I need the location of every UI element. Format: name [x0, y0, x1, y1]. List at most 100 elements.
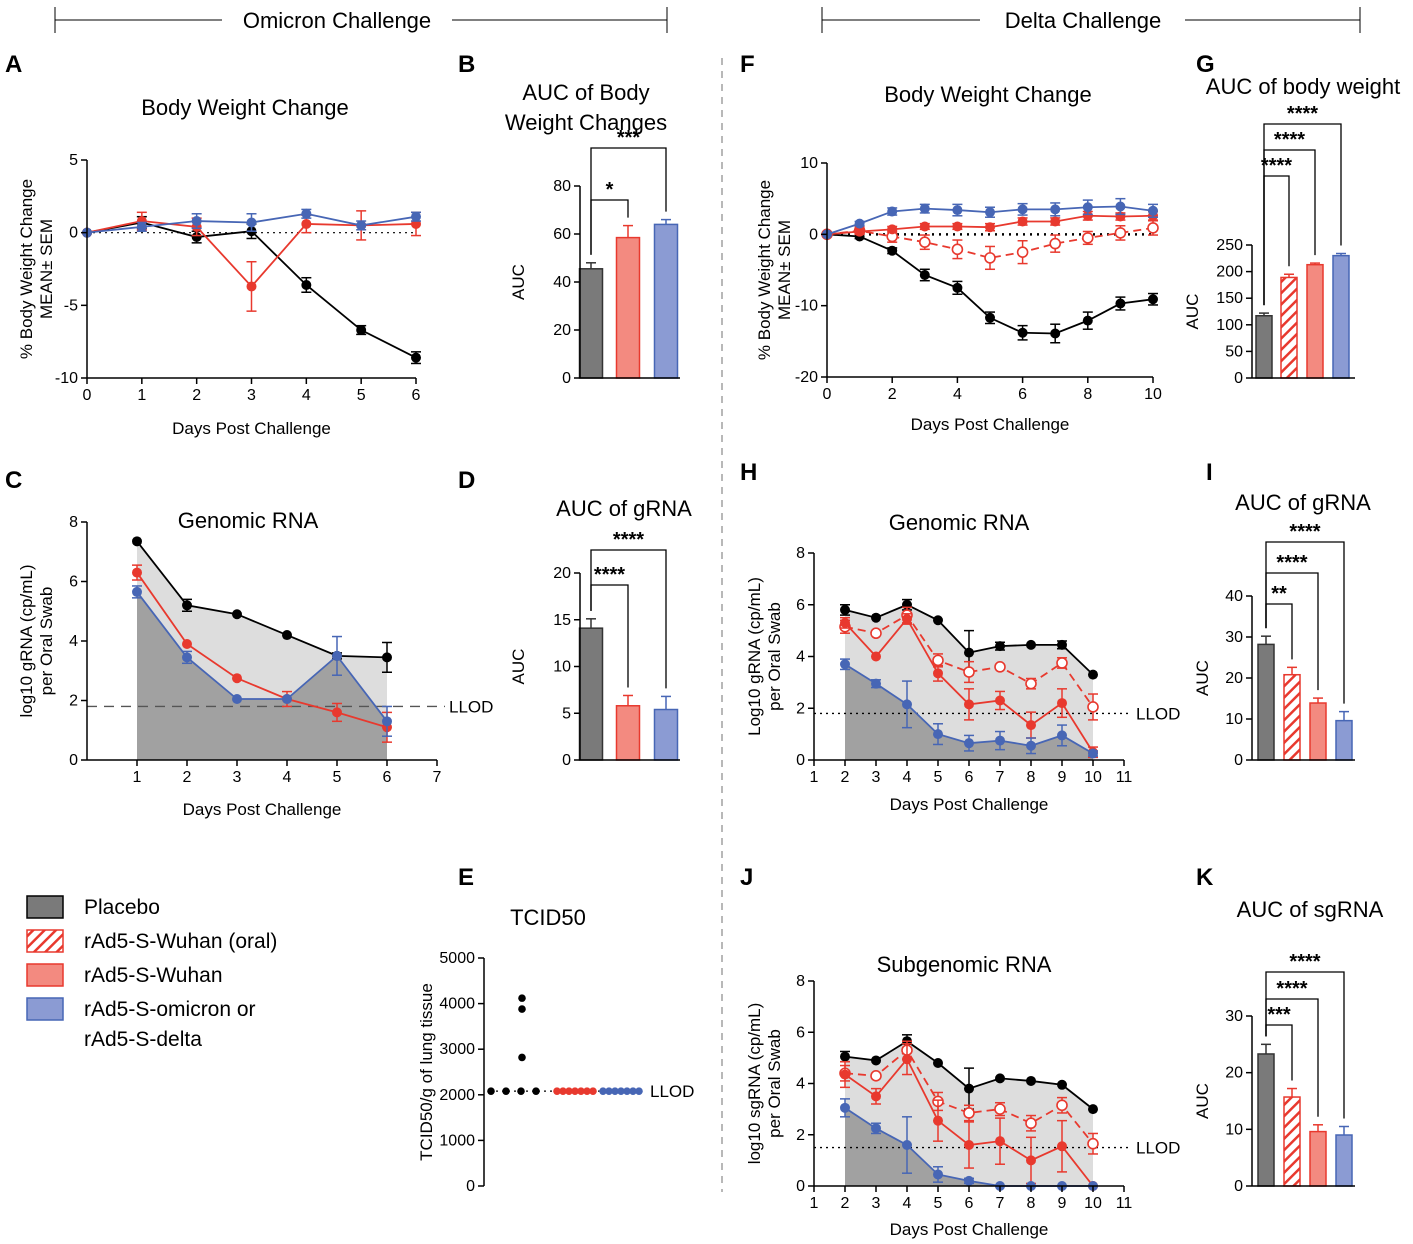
point-placebo — [356, 325, 367, 336]
series-line-wuhan — [136, 572, 388, 729]
point-oral — [1025, 1117, 1037, 1130]
chart-C: Genomic RNA LLOD 0 2 4 6 8 log10 gRNA (cp/mL) pe… — [17, 508, 493, 819]
point-wuhan — [1057, 698, 1067, 709]
point-oral — [932, 654, 944, 667]
y-tick-label: 8 — [69, 514, 78, 531]
y-axis-title: % Body Weight Change — [755, 180, 774, 360]
legend-swatch-wuhan — [26, 963, 64, 987]
point-variant — [1115, 201, 1126, 212]
y-tick-label: 2 — [796, 1127, 805, 1144]
x-tick-label: 1 — [810, 769, 819, 786]
point-variant — [282, 694, 292, 705]
x-tick-label: 2 — [888, 386, 897, 403]
point-wuhan — [1057, 1141, 1067, 1152]
point-variant — [933, 1169, 943, 1180]
point-wuhan — [232, 673, 242, 684]
y-tick-label: 0 — [69, 225, 78, 242]
point-placebo — [1057, 639, 1067, 650]
series-line-placebo — [136, 540, 388, 659]
point-oral — [963, 1107, 975, 1119]
point-placebo — [132, 536, 142, 547]
point-wuhan — [1082, 210, 1093, 221]
bar-oral — [1280, 276, 1298, 379]
point-wuhan — [332, 707, 342, 718]
bar-oral — [1283, 673, 1301, 761]
point-variant — [136, 221, 147, 232]
chart-G: AUC of body weight 0 50 100 150 200 250 AUC ****… — [1183, 74, 1400, 387]
significance-label: *** — [617, 127, 641, 149]
y-tick-label: 40 — [1225, 588, 1243, 605]
point-oral — [1082, 232, 1094, 244]
significance-label: **** — [594, 564, 625, 586]
chart-title: Body Weight Change — [884, 82, 1092, 107]
point-wuhan — [887, 224, 898, 235]
y-tick-label: 20 — [553, 322, 571, 339]
series-line-oral — [826, 227, 1154, 259]
bar-oral — [1283, 1096, 1301, 1187]
y-axis-title: AUC — [1193, 660, 1212, 696]
panel-label-E: E — [458, 864, 474, 891]
y-tick-label: 4 — [796, 1076, 805, 1093]
point-wuhan — [902, 1054, 912, 1065]
chart-D: AUC of gRNA 0 5 10 15 20 AUC **** **** — [509, 496, 692, 769]
bar-wuhan — [1309, 1130, 1327, 1187]
point-variant — [411, 211, 421, 222]
point-wuhan — [182, 638, 192, 649]
y-tick-label: 30 — [1225, 629, 1243, 646]
bar-wuhan — [615, 236, 641, 379]
y-tick-label: 0 — [466, 1178, 475, 1195]
panel-label-J: J — [740, 864, 753, 891]
point-variant — [605, 1087, 613, 1095]
y-axis-title-line2: per Oral Swab — [765, 1029, 784, 1138]
chart-J: Subgenomic RNA LLOD 0 2 4 6 8 log10 sgRNA (cp/m… — [745, 952, 1180, 1239]
panel-label-G: G — [1196, 51, 1215, 78]
point-variant — [382, 716, 392, 727]
x-tick-label: 1 — [137, 387, 146, 404]
chart-title: AUC of sgRNA — [1237, 897, 1384, 922]
point-placebo — [995, 1073, 1005, 1084]
significance-bracket — [1263, 123, 1342, 306]
x-tick-label: 7 — [996, 1195, 1005, 1212]
y-axis-title: AUC — [1183, 294, 1202, 330]
point-wuhan — [571, 1087, 579, 1095]
y-axis-title-line2: per Oral Swab — [37, 587, 56, 696]
point-oral — [994, 1103, 1006, 1115]
significance-label: **** — [1274, 129, 1305, 151]
significance-bracket — [1265, 971, 1345, 1119]
point-wuhan — [559, 1087, 567, 1095]
bar-variant — [1335, 719, 1353, 761]
panel-label-B: B — [458, 51, 475, 78]
legend-swatch-oral — [26, 929, 64, 953]
chart-A: Body Weight Change -10 -5 0 5 % Body Weight C… — [17, 95, 421, 438]
point-variant — [933, 729, 943, 740]
x-tick-label: 4 — [953, 386, 962, 403]
chart-title: TCID50 — [510, 905, 586, 930]
significance-label: **** — [1276, 552, 1307, 574]
point-wuhan — [985, 222, 995, 233]
x-tick-label: 3 — [247, 387, 256, 404]
point-variant — [964, 1175, 974, 1186]
legend-label-variant-continued: rAd5-S-delta — [84, 1028, 202, 1051]
significance-label: ** — [1271, 583, 1287, 605]
point-placebo — [232, 609, 242, 620]
point-placebo — [1057, 1079, 1067, 1090]
legend-swatch-placebo — [26, 895, 64, 919]
point-variant — [1026, 740, 1036, 751]
y-tick-label: 0 — [1234, 1178, 1243, 1195]
y-tick-label: 6 — [796, 597, 805, 614]
chart-title: AUC of gRNA — [556, 496, 692, 521]
significance-label: **** — [1289, 951, 1320, 973]
point-variant — [1050, 204, 1061, 215]
point-placebo — [952, 282, 963, 293]
x-axis-title: Days Post Challenge — [890, 795, 1049, 814]
significance-label: **** — [1289, 521, 1320, 543]
point-variant — [902, 1140, 912, 1150]
significance-label: **** — [1287, 103, 1318, 125]
bar-placebo — [578, 627, 604, 761]
x-tick-label: 6 — [1018, 386, 1027, 403]
chart-title: Genomic RNA — [178, 508, 319, 533]
x-tick-label: 9 — [1058, 1195, 1067, 1212]
point-placebo — [1115, 298, 1126, 309]
bar-variant — [653, 223, 679, 379]
